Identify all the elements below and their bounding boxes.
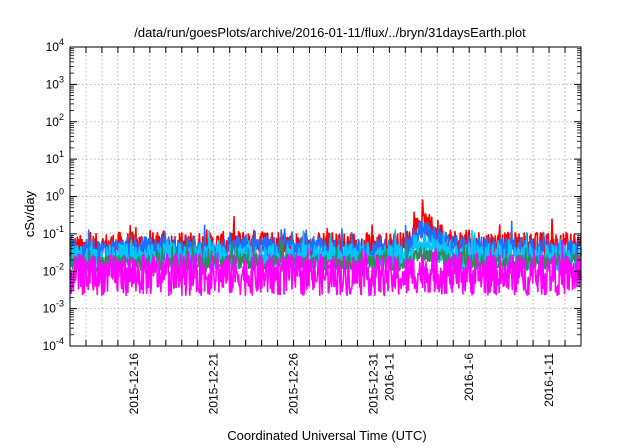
x-tick-label: 2015-12-21 [207,353,221,415]
y-tick-label: 100 [46,187,64,204]
y-axis-label: cSv/day [22,190,37,237]
y-tick-labels: 104 103 102 101 100 10-1 10-2 10-3 10-4 [43,37,64,353]
grid [70,47,581,346]
series-line [69,240,582,297]
y-tick-label: 10-2 [43,261,64,278]
chart-title: /data/run/goesPlots/archive/2016-01-11/f… [134,25,526,40]
ticks [70,46,581,347]
y-tick-label: 10-3 [43,299,64,316]
y-tick-label: 102 [46,112,64,129]
x-tick-label: 2016-1-1 [382,353,396,401]
x-tick-label: 2015-12-31 [366,353,380,415]
x-tick-label: 2016-1-6 [462,353,476,401]
y-tick-label: 104 [46,37,64,54]
y-tick-label: 10-4 [43,336,64,353]
x-tick-labels: 2015-12-16 2015-12-21 2015-12-26 2015-12-31… [127,353,556,415]
x-axis-label: Coordinated Universal Time (UTC) [227,428,426,443]
series-layer [69,199,582,297]
y-tick-label: 10-1 [43,224,64,241]
y-tick-label: 103 [46,74,64,91]
x-tick-label: 2016-1-11 [542,353,556,407]
y-tick-label: 101 [46,149,64,166]
x-tick-label: 2015-12-26 [287,353,301,415]
x-tick-label: 2015-12-16 [127,353,141,415]
